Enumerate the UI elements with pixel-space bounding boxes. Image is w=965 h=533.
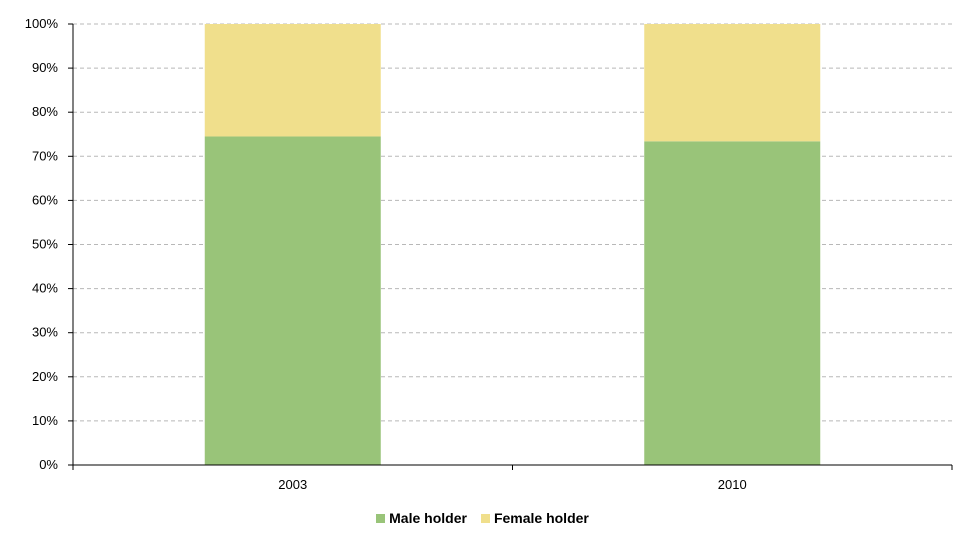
y-tick-label: 10% [32,413,58,428]
legend: Male holder Female holder [0,510,965,526]
y-tick-labels: 0% 10% 20% 30% 40% 50% 60% 70% 80% 90% 100% [25,16,59,472]
y-tick-label: 70% [32,148,58,163]
legend-label-male: Male holder [389,510,467,526]
legend-swatch-female [480,513,490,523]
y-tick-label: 40% [32,281,58,296]
bar-2003-female [204,24,381,137]
bar-2010-male [644,141,821,465]
y-tick-label: 60% [32,192,58,207]
y-tick-label: 100% [25,16,59,31]
y-tick-label: 50% [32,237,58,252]
y-tick-label: 80% [32,104,58,119]
bar-2010-female [644,24,821,142]
legend-item-female: Female holder [480,510,589,526]
axes [68,23,953,470]
y-tick-label: 20% [32,369,58,384]
legend-swatch-male [376,513,386,523]
x-tick-labels: 2003 2010 [278,477,746,492]
legend-item-male: Male holder [376,510,467,526]
bar-2003-male [204,136,381,465]
x-tick-label: 2010 [718,477,747,492]
x-tick-label: 2003 [278,477,307,492]
y-tick-label: 30% [32,325,58,340]
y-tick-label: 0% [39,457,58,472]
legend-label-female: Female holder [493,510,589,526]
bars [204,24,821,465]
y-tick-label: 90% [32,60,58,75]
